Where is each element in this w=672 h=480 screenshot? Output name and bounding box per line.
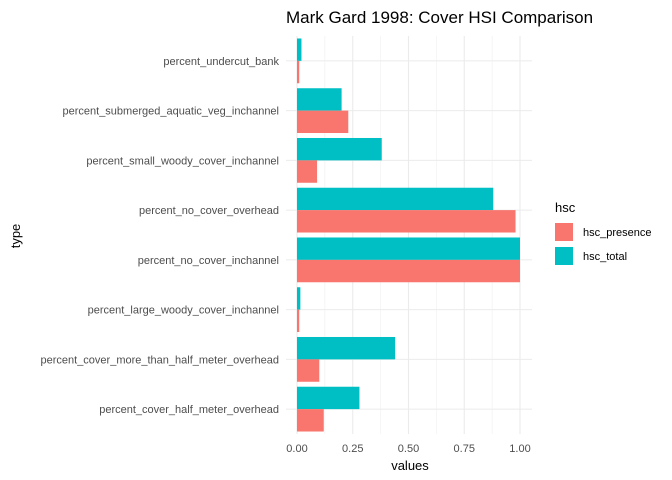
x-tick-label: 0.25 [342, 443, 363, 455]
y-tick-label: percent_large_woody_cover_inchannel [88, 305, 279, 317]
bar-hsc-presence [297, 210, 516, 233]
bar-hsc-presence [297, 409, 324, 432]
y-tick-label: percent_cover_half_meter_overhead [99, 404, 279, 416]
bar-hsc-presence [297, 160, 318, 183]
bar-hsc-presence [297, 259, 520, 283]
bar-hsc-total [297, 386, 360, 410]
bar-hsc-presence [297, 110, 349, 134]
bar-hsc-total [297, 137, 382, 161]
bar-hsc-total [297, 88, 342, 111]
legend-key [555, 223, 573, 241]
y-tick-labels: percent_undercut_bank percent_submerged_a… [41, 56, 280, 416]
x-axis-title: values [391, 458, 429, 473]
y-tick-label: percent_undercut_bank [163, 56, 279, 68]
bar-hsc-presence [297, 309, 300, 333]
bar-hsc-total [297, 336, 396, 360]
x-tick-label: 0.00 [286, 443, 307, 455]
legend-label: hsc_total [583, 251, 627, 263]
bar-hsc-total [297, 187, 494, 211]
y-tick-label: percent_small_woody_cover_inchannel [86, 155, 279, 167]
bar-hsc-total [297, 237, 520, 260]
y-tick-label: percent_no_cover_overhead [139, 205, 279, 217]
chart-title: Mark Gard 1998: Cover HSI Comparison [286, 8, 593, 27]
legend-title: hsc [555, 200, 576, 215]
bar-hsc-presence [297, 359, 320, 382]
x-tick-labels: 0.00 0.25 0.50 0.75 1.00 [286, 443, 530, 455]
bar-hsc-total [297, 38, 302, 61]
bar-hsc-total [297, 287, 301, 310]
bars [297, 38, 520, 432]
legend: hsc hsc_presence hsc_total [555, 200, 652, 265]
x-tick-label: 0.75 [454, 443, 475, 455]
y-axis-title: type [8, 224, 23, 249]
y-tick-label: percent_submerged_aquatic_veg_inchannel [63, 106, 280, 118]
x-tick-label: 0.50 [398, 443, 419, 455]
bar-hsc-presence [297, 60, 300, 84]
y-tick-label: percent_cover_more_than_half_meter_overh… [41, 354, 280, 366]
legend-key [555, 247, 573, 265]
legend-label: hsc_presence [583, 227, 652, 239]
y-tick-label: percent_no_cover_inchannel [138, 255, 279, 267]
x-tick-label: 1.00 [509, 443, 530, 455]
